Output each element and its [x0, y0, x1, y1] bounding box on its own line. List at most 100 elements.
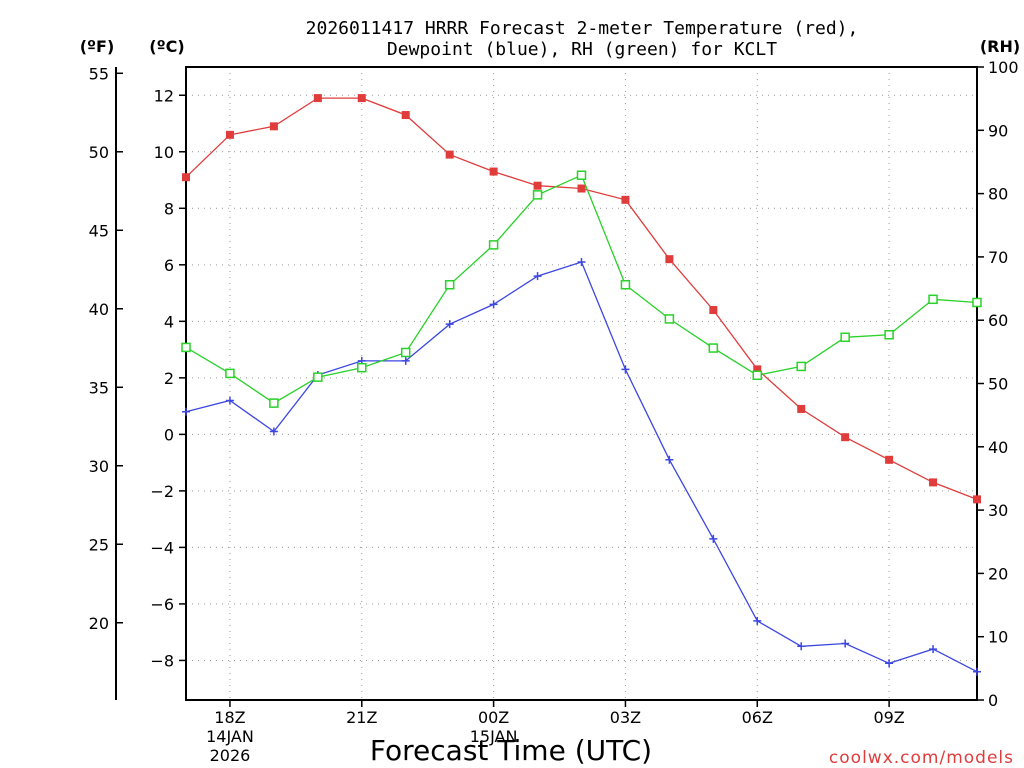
rh-point — [884, 330, 894, 340]
dewpoint-point — [489, 300, 498, 309]
time-tick-label: 21Z — [346, 708, 377, 727]
temperature-point — [182, 173, 190, 182]
celsius-tick-label: 2 — [164, 369, 174, 388]
dewpoint-point — [269, 427, 278, 436]
celsius-tick-label: −2 — [150, 482, 174, 501]
fahrenheit-unit-label: (ºF) — [80, 37, 115, 56]
fahrenheit-tick-label: 30 — [89, 457, 109, 476]
dewpoint-point — [445, 320, 454, 329]
temperature-point — [841, 433, 850, 442]
dewpoint-point — [929, 645, 938, 654]
dewpoint-point — [533, 272, 542, 281]
celsius-tick-label: −4 — [150, 538, 174, 557]
temperature-point — [225, 130, 234, 139]
rh-tick-label: 50 — [988, 375, 1008, 394]
celsius-tick-label: 0 — [164, 425, 174, 444]
dewpoint-point — [182, 407, 190, 416]
fahrenheit-tick-label: 25 — [89, 535, 109, 554]
rh-unit-label: (RH) — [980, 37, 1020, 56]
time-tick-label: 03Z — [610, 708, 641, 727]
date-label: 14JAN — [206, 727, 254, 746]
rh-tick-label: 90 — [988, 121, 1008, 140]
rh-tick-label: 100 — [988, 58, 1019, 77]
temperature-point — [665, 255, 674, 264]
time-tick-label: 09Z — [873, 708, 904, 727]
rh-point — [313, 372, 323, 382]
celsius-tick-label: 10 — [154, 143, 174, 162]
temperature-point — [885, 455, 894, 464]
fahrenheit-tick-label: 50 — [89, 143, 109, 162]
x-axis-label: Forecast Time (UTC) — [370, 734, 652, 767]
dewpoint-point — [885, 659, 894, 668]
rh-point — [928, 294, 938, 305]
rh-point — [488, 240, 499, 250]
rh-tick-label: 10 — [988, 628, 1008, 647]
rh-point — [269, 398, 279, 408]
rh-tick-label: 0 — [988, 691, 998, 710]
rh-point — [796, 361, 806, 372]
dewpoint-point — [577, 257, 586, 266]
temperature-point — [621, 195, 630, 204]
rh-point — [181, 342, 191, 353]
credit-text: coolwx.com/models — [829, 748, 1014, 768]
celsius-tick-label: 12 — [154, 86, 174, 105]
celsius-tick-label: −8 — [150, 651, 174, 670]
time-tick-label: 00Z — [478, 708, 509, 727]
temperature-point — [753, 365, 762, 374]
dewpoint-point — [621, 365, 630, 374]
temperature-point — [929, 478, 938, 487]
dewpoint-point — [401, 356, 410, 365]
rh-point — [576, 170, 587, 180]
fahrenheit-tick-label: 20 — [89, 614, 109, 633]
celsius-unit-label: (ºC) — [149, 37, 184, 56]
temperature-point — [401, 111, 410, 120]
dewpoint-point — [753, 616, 762, 625]
temperature-point — [313, 94, 322, 103]
date-label: 15JAN — [470, 727, 518, 746]
rh-tick-label: 30 — [988, 501, 1008, 520]
dewpoint-point — [797, 642, 806, 651]
rh-point — [972, 297, 982, 308]
rh-point — [400, 347, 411, 358]
rh-point — [444, 280, 455, 290]
chart-title-line2: Dewpoint (blue), RH (green) for KCLT — [387, 39, 777, 60]
temperature-point — [577, 184, 586, 193]
rh-point — [357, 362, 367, 373]
temperature-point — [489, 167, 498, 176]
dewpoint-point — [973, 667, 981, 676]
temperature-point — [533, 181, 542, 190]
dewpoint-point — [841, 639, 850, 648]
dewpoint-point — [225, 396, 234, 405]
temperature-point — [357, 94, 366, 103]
time-tick-label: 06Z — [742, 708, 773, 727]
celsius-tick-label: −6 — [150, 595, 174, 614]
temperature-line — [185, 97, 978, 501]
rh-line — [185, 174, 978, 404]
rh-point — [532, 190, 543, 200]
rh-point — [840, 332, 850, 343]
celsius-tick-label: 6 — [164, 256, 174, 275]
rh-tick-label: 20 — [988, 564, 1008, 583]
celsius-tick-label: 8 — [164, 199, 174, 218]
temperature-point — [269, 122, 278, 131]
rh-tick-label: 70 — [988, 248, 1008, 267]
temperature-point — [709, 306, 718, 315]
fahrenheit-tick-label: 55 — [89, 64, 109, 83]
dewpoint-point — [665, 455, 674, 464]
temperature-point — [973, 495, 981, 504]
dewpoint-line — [185, 261, 978, 673]
time-tick-label: 18Z — [214, 708, 245, 727]
rh-tick-label: 60 — [988, 311, 1008, 330]
rh-tick-label: 80 — [988, 185, 1008, 204]
rh-point — [752, 370, 763, 381]
year-label: 2026 — [210, 746, 251, 765]
rh-point — [620, 280, 631, 290]
fahrenheit-tick-label: 35 — [89, 378, 109, 397]
fahrenheit-tick-label: 45 — [89, 221, 109, 240]
rh-tick-label: 40 — [988, 438, 1008, 457]
dewpoint-point — [709, 534, 718, 543]
chart-title-line1: 2026011417 HRRR Forecast 2-meter Tempera… — [306, 18, 859, 39]
celsius-tick-label: 4 — [164, 312, 174, 331]
fahrenheit-tick-label: 40 — [89, 300, 109, 319]
